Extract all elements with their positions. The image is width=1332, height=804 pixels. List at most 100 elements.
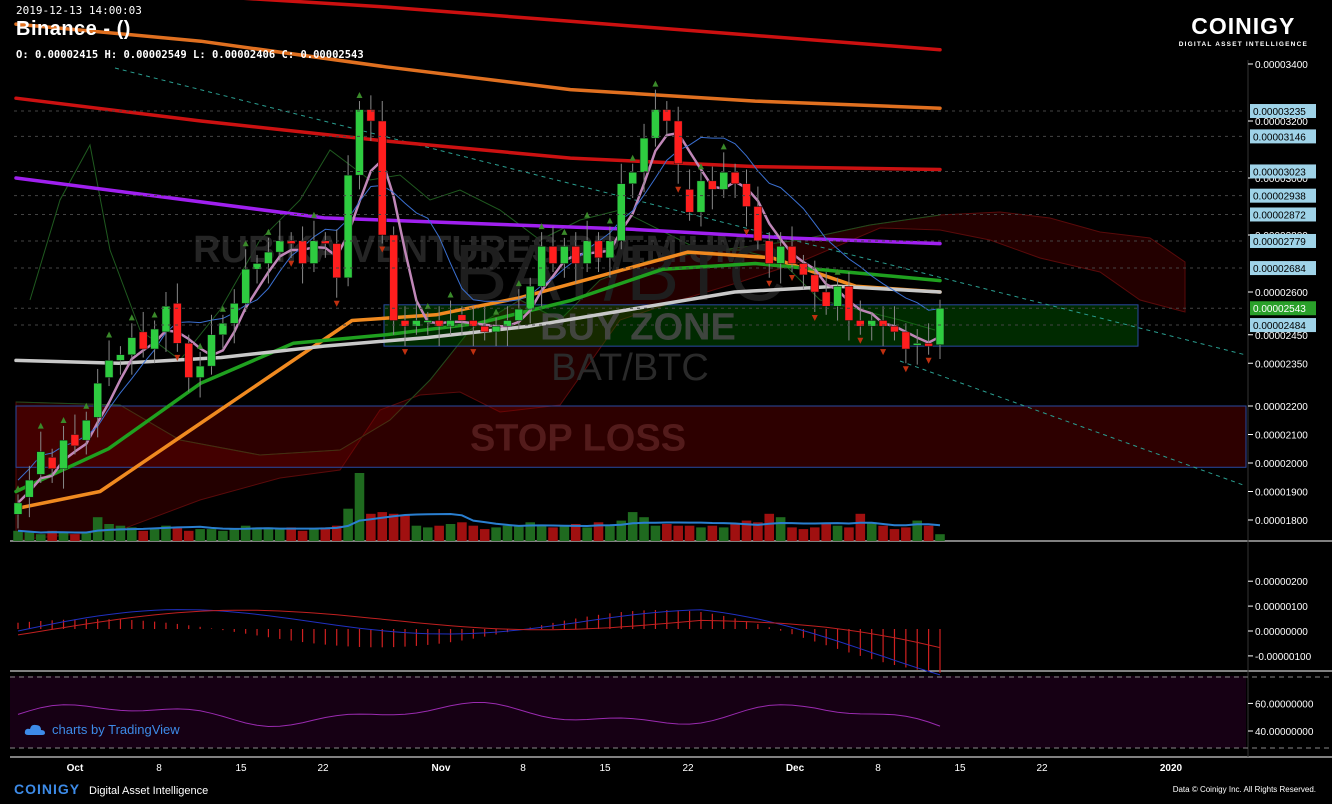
price-badge-label: 0.00003235 — [1253, 107, 1306, 118]
candle-body — [104, 360, 114, 378]
volume-bar — [753, 522, 763, 541]
volume-bar — [24, 532, 35, 541]
candle-body — [833, 286, 842, 307]
signal-marker — [83, 402, 90, 409]
signal-marker — [675, 186, 682, 193]
signal-marker — [197, 342, 204, 349]
candle-body — [753, 206, 763, 241]
volume-bar — [47, 530, 57, 541]
volume-bar — [104, 524, 114, 541]
macd-tick-label: 0.00000000 — [1255, 627, 1308, 638]
signal-marker — [493, 308, 500, 315]
candle-body — [400, 320, 410, 327]
price-badge-label: 0.00003146 — [1253, 132, 1306, 143]
y-tick-label: 0.00003400 — [1255, 60, 1308, 71]
signal-marker — [925, 357, 932, 364]
footer-tagline: Digital Asset Intelligence — [89, 785, 209, 797]
candle-body — [13, 502, 23, 515]
x-tick-label: 15 — [954, 763, 966, 774]
moving-average-1 — [14, 96, 942, 172]
volume-bar — [673, 525, 683, 541]
signal-marker — [288, 260, 295, 267]
fast-ema-line — [17, 131, 941, 504]
signal-marker — [811, 314, 818, 321]
candle-body — [218, 323, 228, 336]
volume-bar — [81, 532, 92, 541]
signal-marker — [15, 485, 21, 492]
candle-body — [127, 337, 137, 355]
candle-body — [503, 320, 512, 327]
volume-bar — [411, 525, 422, 541]
candle-body — [47, 457, 57, 469]
moving-average-4 — [14, 176, 942, 246]
candle-body — [685, 189, 694, 213]
price-badge-label: 0.00003023 — [1253, 167, 1306, 178]
signal-marker — [174, 354, 181, 361]
y-tick-label: 0.00002600 — [1255, 288, 1308, 299]
price-badge — [1250, 318, 1316, 333]
rsi-tick-label: 60.00000000 — [1255, 699, 1314, 710]
candle-body — [821, 291, 831, 307]
x-tick-label: 2020 — [1160, 763, 1183, 774]
candle-body — [116, 354, 125, 361]
volume-bar — [832, 525, 843, 541]
candle-body — [230, 303, 239, 324]
volume-bar — [92, 517, 103, 541]
signal-marker — [379, 246, 386, 253]
volume-bar — [275, 529, 285, 541]
signal-marker — [333, 300, 340, 307]
candle-body — [36, 451, 45, 475]
volume-bar — [138, 530, 148, 541]
price-badge-label: 0.00002684 — [1253, 264, 1306, 275]
signal-marker — [902, 366, 909, 373]
volume-bar — [525, 522, 536, 541]
candle-body — [776, 246, 785, 264]
price-badge — [1250, 164, 1316, 179]
watermark-pair: BAT/BTC — [454, 228, 786, 317]
moving-average-3 — [243, 0, 942, 52]
tradingview-badge[interactable]: charts by TradingView — [24, 722, 180, 737]
candle-body — [150, 328, 159, 350]
candle-body — [25, 479, 34, 498]
candle-body — [457, 314, 467, 321]
volume-bar — [331, 525, 342, 541]
price-badge-label: 0.00002484 — [1253, 321, 1306, 332]
volume-bar — [13, 530, 23, 541]
volume-bar — [536, 525, 547, 541]
signal-marker — [402, 349, 409, 356]
chart-datetime: 2019-12-13 14:00:03 — [16, 4, 142, 17]
volume-bar — [548, 527, 558, 541]
signal-marker — [857, 337, 864, 344]
rsi-background — [10, 676, 1246, 748]
fast-band-line — [17, 136, 941, 481]
candle-body — [696, 180, 706, 213]
volume-bar — [605, 525, 615, 541]
signal-marker — [447, 291, 454, 298]
volume-bar — [377, 512, 388, 541]
y-tick-label: 0.00001900 — [1255, 488, 1308, 499]
volume-bar — [787, 527, 797, 541]
candle-body — [195, 365, 205, 378]
candle-body — [582, 240, 592, 264]
volume-bar — [912, 520, 923, 541]
volume-bar — [115, 525, 126, 541]
signal-marker — [743, 229, 750, 236]
volume-bar — [309, 529, 319, 541]
candle-body — [138, 331, 148, 350]
volume-bar — [866, 522, 877, 541]
volume-bar — [798, 529, 809, 541]
macd-line — [17, 609, 941, 676]
signal-marker — [470, 349, 477, 356]
volume-bar — [354, 473, 365, 541]
candle-body — [446, 320, 455, 327]
volume-bar — [923, 525, 934, 541]
volume-bar — [696, 527, 706, 541]
candle-body — [651, 109, 660, 139]
candle-body — [59, 439, 68, 469]
candle-body — [844, 286, 854, 321]
signal-marker — [515, 280, 522, 287]
candle-body — [662, 109, 672, 122]
candle-body — [935, 307, 945, 345]
coinigy-logo: COINIGY DIGITAL ASSET INTELLIGENCE — [1179, 14, 1308, 48]
